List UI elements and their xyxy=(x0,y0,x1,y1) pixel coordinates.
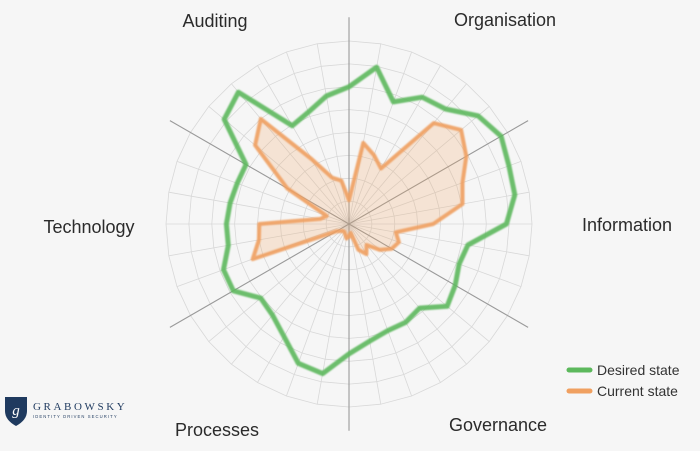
shield-icon xyxy=(5,397,27,426)
brand-tagline: IDENTITY DRIVEN SECURITY xyxy=(33,414,118,419)
legend-label-desired: Desired state xyxy=(597,362,680,378)
section-label-governance: Governance xyxy=(449,415,547,435)
section-label-information: Information xyxy=(582,215,672,235)
legend-item-current[interactable]: Current state xyxy=(566,383,678,399)
grid-spoke xyxy=(208,223,350,342)
grid-spoke xyxy=(286,223,350,397)
section-divider xyxy=(169,223,350,328)
section-label-technology: Technology xyxy=(43,217,134,237)
grabowsky-logo: g GRABOWSKY IDENTITY DRIVEN SECURITY xyxy=(5,397,127,426)
grid-spoke xyxy=(348,223,382,405)
section-label-processes: Processes xyxy=(175,420,259,440)
legend-label-current: Current state xyxy=(597,383,678,399)
section-label-auditing: Auditing xyxy=(182,11,247,31)
legend: Desired state Current state xyxy=(566,362,680,399)
grid-spoke xyxy=(231,223,350,365)
radar-series xyxy=(221,64,518,377)
grid-spoke xyxy=(257,223,350,383)
brand-name: GRABOWSKY xyxy=(33,401,127,413)
series-desired-state xyxy=(221,64,518,377)
section-label-organisation: Organisation xyxy=(454,10,556,30)
grid-spoke xyxy=(348,223,412,397)
logo-mark: g xyxy=(12,403,20,419)
legend-item-desired[interactable]: Desired state xyxy=(566,362,680,378)
series-current-state xyxy=(250,116,469,262)
